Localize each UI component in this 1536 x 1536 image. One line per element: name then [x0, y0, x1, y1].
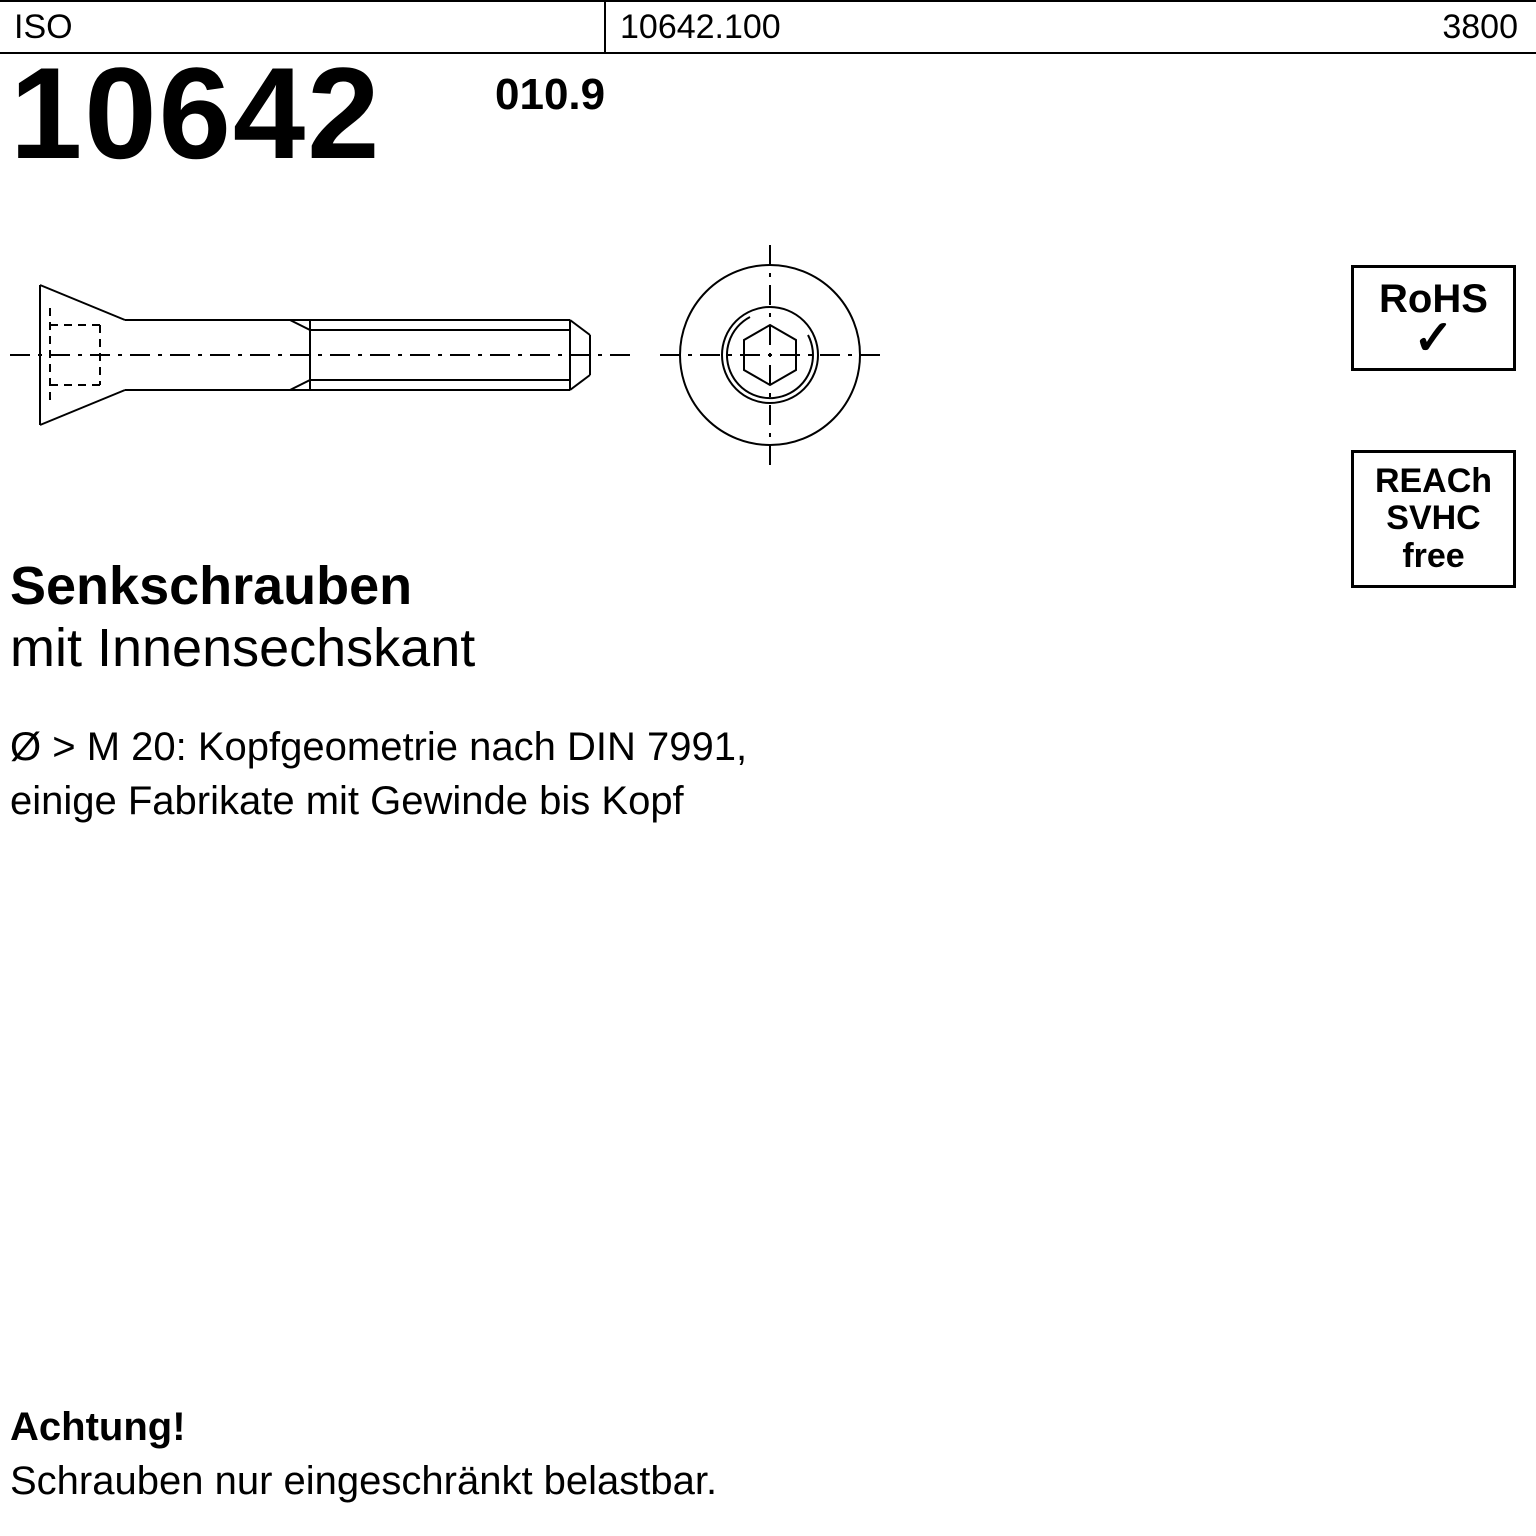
technical-drawing [10, 230, 910, 480]
reach-line2: SVHC [1360, 500, 1507, 537]
geometry-note: Ø > M 20: Kopfgeometrie nach DIN 7991, e… [10, 720, 747, 828]
warning-text: Schrauben nur eingeschränkt belastbar. [10, 1454, 717, 1508]
rohs-badge: RoHS ✓ [1351, 265, 1516, 371]
header-code: 10642.100 [606, 2, 1442, 52]
checkmark-icon: ✓ [1360, 320, 1507, 358]
reach-badge: REACh SVHC free [1351, 450, 1516, 588]
standard-number: 10642 [10, 48, 382, 178]
title-line1: Senkschrauben [10, 555, 475, 617]
note-line1: Ø > M 20: Kopfgeometrie nach DIN 7991, [10, 720, 747, 774]
header-number: 3800 [1442, 2, 1536, 52]
strength-grade: 010.9 [495, 70, 605, 120]
warning-block: Achtung! Schrauben nur eingeschränkt bel… [10, 1400, 717, 1508]
screw-drawing-svg [10, 230, 910, 480]
reach-line1: REACh [1360, 463, 1507, 500]
warning-title: Achtung! [10, 1400, 717, 1454]
reach-line3: free [1360, 538, 1507, 575]
product-title: Senkschrauben mit Innensechskant [10, 555, 475, 679]
title-line2: mit Innensechskant [10, 617, 475, 679]
note-line2: einige Fabrikate mit Gewinde bis Kopf [10, 774, 747, 828]
datasheet-page: ISO 10642.100 3800 10642 010.9 [0, 0, 1536, 1536]
